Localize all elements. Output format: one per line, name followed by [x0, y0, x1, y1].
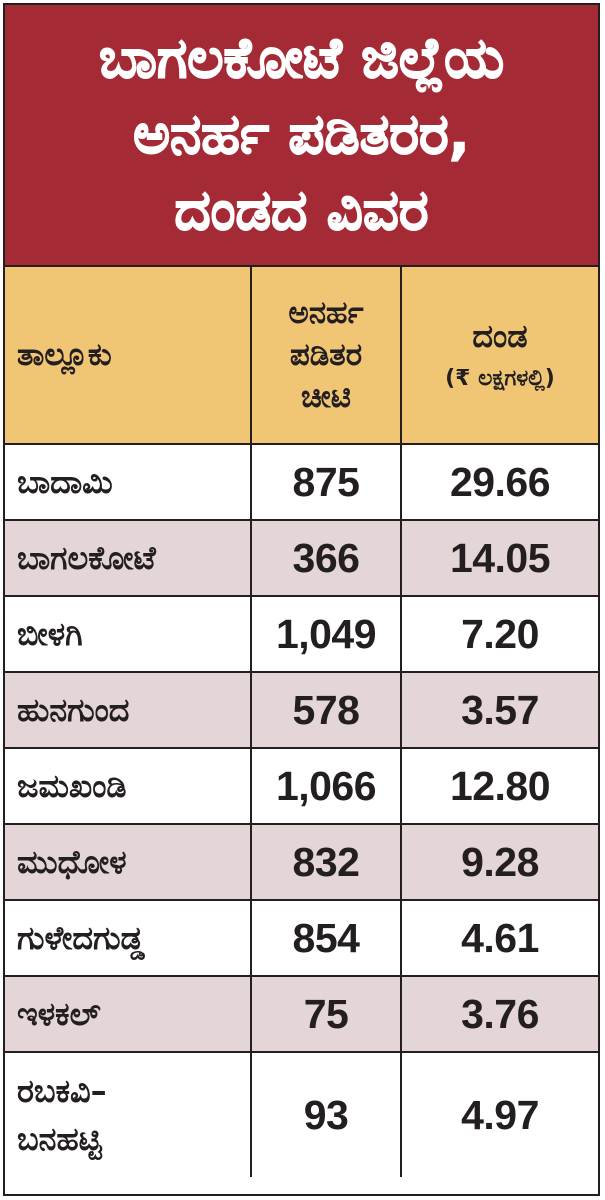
header-taluk: ತಾಲ್ಲೂಕು	[5, 267, 252, 445]
table-row: ಇಳಕಲ್ 75 3.76	[5, 975, 598, 1053]
fine-cell: 4.97	[400, 1051, 598, 1177]
header-cards: ಅನರ್ಹ ಪಡಿತರ ಚೀಟಿ	[250, 267, 402, 445]
header-fine: ದಂಡ (₹ ಲಕ್ಷಗಳಲ್ಲಿ)	[400, 267, 598, 445]
cards-cell: 93	[250, 1051, 402, 1177]
table-row: ಬಾಗಲಕೋಟೆ 366 14.05	[5, 519, 598, 597]
cards-cell: 578	[250, 671, 402, 749]
cards-cell: 1,066	[250, 747, 402, 825]
taluk-cell: ಬೀಳಗಿ	[5, 595, 252, 673]
fine-cell: 4.61	[400, 899, 598, 977]
table-row: ಜಮಖಂಡಿ 1,066 12.80	[5, 747, 598, 825]
cards-cell: 75	[250, 975, 402, 1053]
table-row: ಗುಳೇದಗುಡ್ಡ 854 4.61	[5, 899, 598, 977]
taluk-cell: ಹುನಗುಂದ	[5, 671, 252, 749]
taluk-cell: ಮುಧೋಳ	[5, 823, 252, 901]
fine-cell: 29.66	[400, 443, 598, 521]
header-fine-unit: (₹ ಲಕ್ಷಗಳಲ್ಲಿ)	[445, 366, 555, 391]
cards-cell: 832	[250, 823, 402, 901]
taluk-cell: ಇಳಕಲ್	[5, 975, 252, 1053]
header-fine-label: ದಂಡ	[472, 317, 528, 355]
fine-cell: 3.76	[400, 975, 598, 1053]
info-table-graphic: ಬಾಗಲಕೋಟೆ ಜಿಲ್ಲೆಯ ಅನರ್ಹ ಪಡಿತರರ, ದಂಡದ ವಿವರ…	[3, 3, 600, 1196]
header-cards-line-1: ಅನರ್ಹ	[288, 295, 364, 331]
cards-cell: 875	[250, 443, 402, 521]
header-row: ತಾಲ್ಲೂಕು ಅನರ್ಹ ಪಡಿತರ ಚೀಟಿ ದಂಡ (₹ ಲಕ್ಷಗಳಲ…	[5, 267, 598, 445]
taluk-cell: ರಬಕವಿ– ಬನಹಟ್ಟಿ	[5, 1051, 252, 1177]
table-row: ಬಾದಾಮಿ 875 29.66	[5, 443, 598, 521]
cards-cell: 854	[250, 899, 402, 977]
title-line-3: ದಂಡದ ವಿವರ	[174, 177, 429, 243]
header-cards-line-2: ಪಡಿತರ	[289, 337, 363, 373]
table-row: ಹುನಗುಂದ 578 3.57	[5, 671, 598, 749]
fine-cell: 14.05	[400, 519, 598, 597]
table-row: ಮುಧೋಳ 832 9.28	[5, 823, 598, 901]
data-table: ತಾಲ್ಲೂಕು ಅನರ್ಹ ಪಡಿತರ ಚೀಟಿ ದಂಡ (₹ ಲಕ್ಷಗಳಲ…	[5, 267, 598, 1177]
taluk-cell: ಬಾದಾಮಿ	[5, 443, 252, 521]
table-row: ರಬಕವಿ– ಬನಹಟ್ಟಿ 93 4.97	[5, 1051, 598, 1177]
cards-cell: 366	[250, 519, 402, 597]
fine-cell: 3.57	[400, 671, 598, 749]
fine-cell: 12.80	[400, 747, 598, 825]
taluk-cell: ಜಮಖಂಡಿ	[5, 747, 252, 825]
header-cards-line-3: ಚೀಟಿ	[300, 379, 351, 415]
taluk-cell: ಬಾಗಲಕೋಟೆ	[5, 519, 252, 597]
table-row: ಬೀಳಗಿ 1,049 7.20	[5, 595, 598, 673]
taluk-line-2: ಬನಹಟ್ಟಿ	[17, 1120, 102, 1158]
cards-cell: 1,049	[250, 595, 402, 673]
title-line-2: ಅನರ್ಹ ಪಡಿತರರ,	[133, 101, 471, 167]
taluk-cell: ಗುಳೇದಗುಡ್ಡ	[5, 899, 252, 977]
title-line-1: ಬಾಗಲಕೋಟೆ ಜಿಲ್ಲೆಯ	[98, 25, 505, 91]
fine-cell: 9.28	[400, 823, 598, 901]
fine-cell: 7.20	[400, 595, 598, 673]
table-title: ಬಾಗಲಕೋಟೆ ಜಿಲ್ಲೆಯ ಅನರ್ಹ ಪಡಿತರರ, ದಂಡದ ವಿವರ	[5, 5, 598, 267]
taluk-line-1: ರಬಕವಿ–	[17, 1072, 107, 1110]
